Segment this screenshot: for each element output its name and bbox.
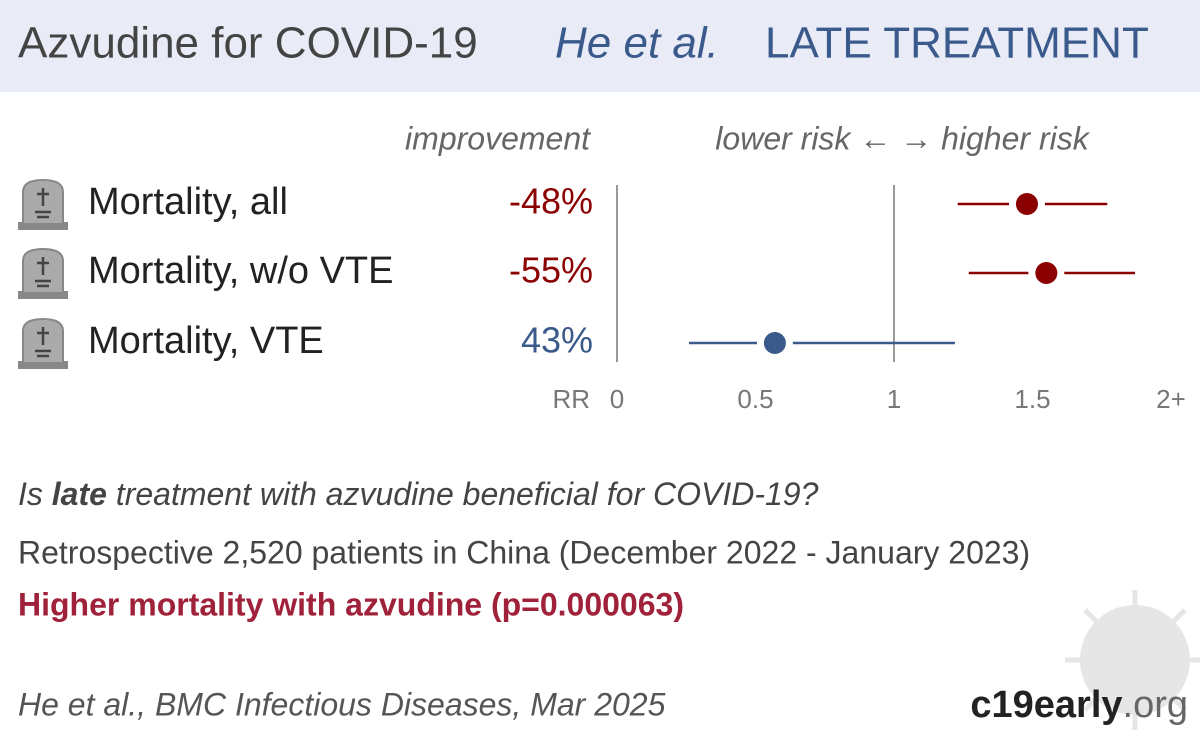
conclusion: Higher mortality with azvudine (p=0.0000… [18, 586, 684, 622]
virus-decoration [1065, 590, 1200, 730]
tombstone-cross [35, 257, 51, 288]
point-estimate [1015, 193, 1038, 215]
tombstone-cross [35, 327, 51, 358]
tombstone-icon [18, 178, 68, 230]
row-label: Mortality, w/o VTE [88, 250, 393, 292]
brand-domain: .org [1123, 684, 1188, 726]
brand-name: c19early [970, 684, 1122, 726]
x-tick-label: 0.5 [737, 384, 773, 414]
column-label: improvement [405, 120, 591, 156]
x-label: RR [552, 384, 590, 414]
brand: c19early.org [970, 684, 1188, 726]
question-emphasis: late [52, 476, 107, 512]
x-tick-label: 0 [610, 384, 624, 414]
question-part: treatment with azvudine beneficial for C… [107, 476, 819, 512]
question-part: Is [18, 476, 52, 512]
improvement-label: -48% [509, 181, 593, 222]
citation: He et al., BMC Infectious Diseases, Mar … [18, 686, 666, 722]
tombstone-cross [35, 188, 51, 219]
tombstone-icon [18, 247, 68, 299]
row-label: Mortality, VTE [88, 320, 324, 362]
improvement-label: -55% [509, 250, 593, 291]
tombstone-base [18, 361, 68, 369]
tombstone-base [18, 291, 68, 299]
tombstone-icon [18, 317, 68, 369]
x-tick-label: 1 [887, 384, 901, 414]
row-label: Mortality, all [88, 181, 288, 223]
tombstone-base [18, 222, 68, 230]
improvement-label: 43% [521, 320, 593, 361]
direction-label: lower risk ← → higher risk [715, 120, 1090, 156]
point-estimate [1035, 262, 1058, 284]
study: He et al. [555, 19, 719, 68]
title: Azvudine for COVID-19 [18, 19, 478, 68]
point-estimate [763, 332, 786, 354]
x-tick-label: 2+ [1156, 384, 1186, 414]
x-tick-label: 1.5 [1014, 384, 1050, 414]
summary: Retrospective 2,520 patients in China (D… [18, 534, 1030, 570]
stage: LATE TREATMENT [765, 19, 1149, 68]
header-band [0, 0, 1200, 92]
question: Is late treatment with azvudine benefici… [18, 476, 819, 512]
